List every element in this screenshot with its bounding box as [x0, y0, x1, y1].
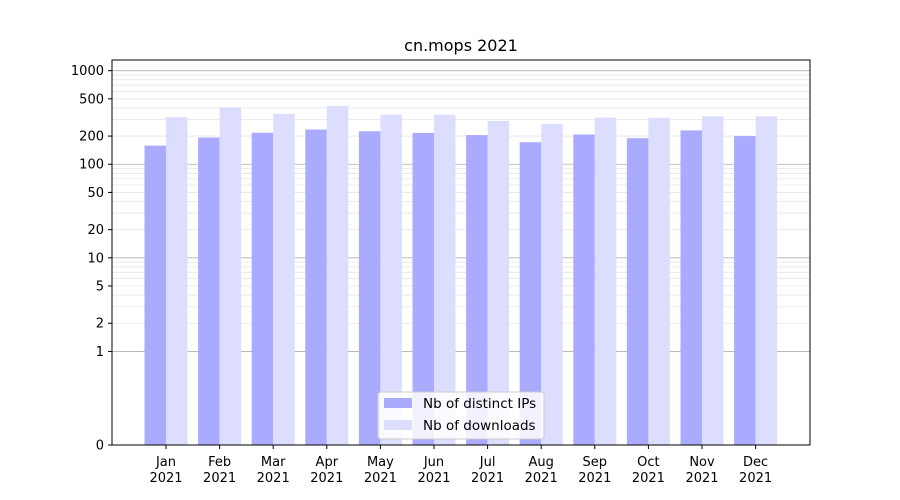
bar-downloads-sep [594, 117, 617, 446]
bar-downloads-may [380, 114, 402, 445]
x-tick-label-month: Jul [479, 455, 496, 470]
bar-distinct-ips-jul [466, 135, 488, 445]
bar-distinct-ips-may [358, 131, 381, 446]
x-tick-label-year: 2021 [364, 471, 397, 486]
x-tick-label-month: Sep [583, 455, 608, 470]
x-tick-label-month: Mar [261, 455, 286, 470]
y-tick-label: 100 [79, 158, 104, 173]
x-tick-label-year: 2021 [685, 471, 718, 486]
y-tick-label: 50 [87, 186, 104, 201]
x-tick-label-year: 2021 [149, 471, 182, 486]
x-tick-label-month: Oct [637, 455, 659, 470]
x-tick-label-year: 2021 [739, 471, 772, 486]
bar-distinct-ips-feb [198, 137, 220, 445]
x-tick-label-month: Feb [208, 455, 231, 470]
x-tick-label-month: Aug [529, 455, 554, 470]
legend-swatch-distinct-ips [384, 398, 412, 408]
bars [144, 105, 778, 446]
bar-distinct-ips-oct [626, 138, 649, 445]
y-tick-label: 1 [96, 345, 104, 360]
x-tick-label-year: 2021 [417, 471, 450, 486]
plot-frame [111, 59, 811, 446]
x-axis: Jan2021Feb2021Mar2021Apr2021May2021Jun20… [149, 445, 772, 486]
x-tick-label-month: Dec [743, 455, 768, 470]
x-tick-label-month: Jun [423, 455, 444, 470]
bar-distinct-ips-sep [573, 134, 595, 446]
bar-downloads-feb [219, 107, 242, 446]
x-tick-label-month: Jan [155, 455, 176, 470]
bar-distinct-ips-jan [144, 145, 166, 445]
x-tick-label-year: 2021 [203, 471, 236, 486]
bar-distinct-ips-mar [251, 132, 274, 445]
x-tick-label-year: 2021 [257, 471, 290, 486]
y-tick-label: 20 [87, 223, 104, 238]
x-tick-label-month: Apr [316, 455, 339, 470]
y-tick-label: 1000 [71, 64, 104, 79]
bar-downloads-jan [166, 117, 188, 445]
x-tick-label-year: 2021 [310, 471, 343, 486]
y-tick-label: 500 [79, 92, 104, 107]
bar-downloads-jul [487, 120, 510, 445]
legend-label-distinct-ips: Nb of distinct IPs [423, 396, 536, 412]
bar-distinct-ips-jun [412, 132, 434, 445]
x-tick-label-year: 2021 [632, 471, 665, 486]
x-tick-label-year: 2021 [578, 471, 611, 486]
y-tick-label: 10 [87, 251, 104, 266]
legend-swatch-downloads [384, 420, 412, 430]
legend: Nb of distinct IPs Nb of downloads [377, 391, 545, 440]
legend-label-downloads: Nb of downloads [423, 418, 536, 434]
bar-downloads-oct [648, 117, 670, 446]
bar-downloads-nov [702, 116, 724, 445]
y-tick-label: 200 [79, 130, 104, 145]
bar-distinct-ips-aug [519, 142, 542, 445]
x-tick-label-year: 2021 [471, 471, 504, 486]
bar-downloads-jun [434, 114, 456, 445]
bar-distinct-ips-dec [734, 136, 756, 445]
x-tick-label-month: Nov [689, 455, 715, 470]
chart-title: cn.mops 2021 [404, 36, 518, 55]
y-tick-label: 0 [96, 439, 104, 454]
bar-distinct-ips-nov [680, 130, 702, 445]
legend-box [377, 391, 545, 440]
y-tick-label: 5 [96, 280, 104, 295]
y-tick-label: 2 [96, 317, 104, 332]
y-axis: 0 1 2 5 10 20 50 100 200 500 1000 [71, 64, 112, 454]
bar-downloads-mar [273, 113, 295, 446]
x-tick-label-month: May [367, 455, 394, 470]
bar-downloads-apr [326, 105, 349, 446]
bar-downloads-aug [541, 123, 563, 445]
bar-distinct-ips-apr [305, 129, 327, 445]
bar-downloads-dec [755, 116, 778, 445]
x-tick-label-year: 2021 [525, 471, 558, 486]
